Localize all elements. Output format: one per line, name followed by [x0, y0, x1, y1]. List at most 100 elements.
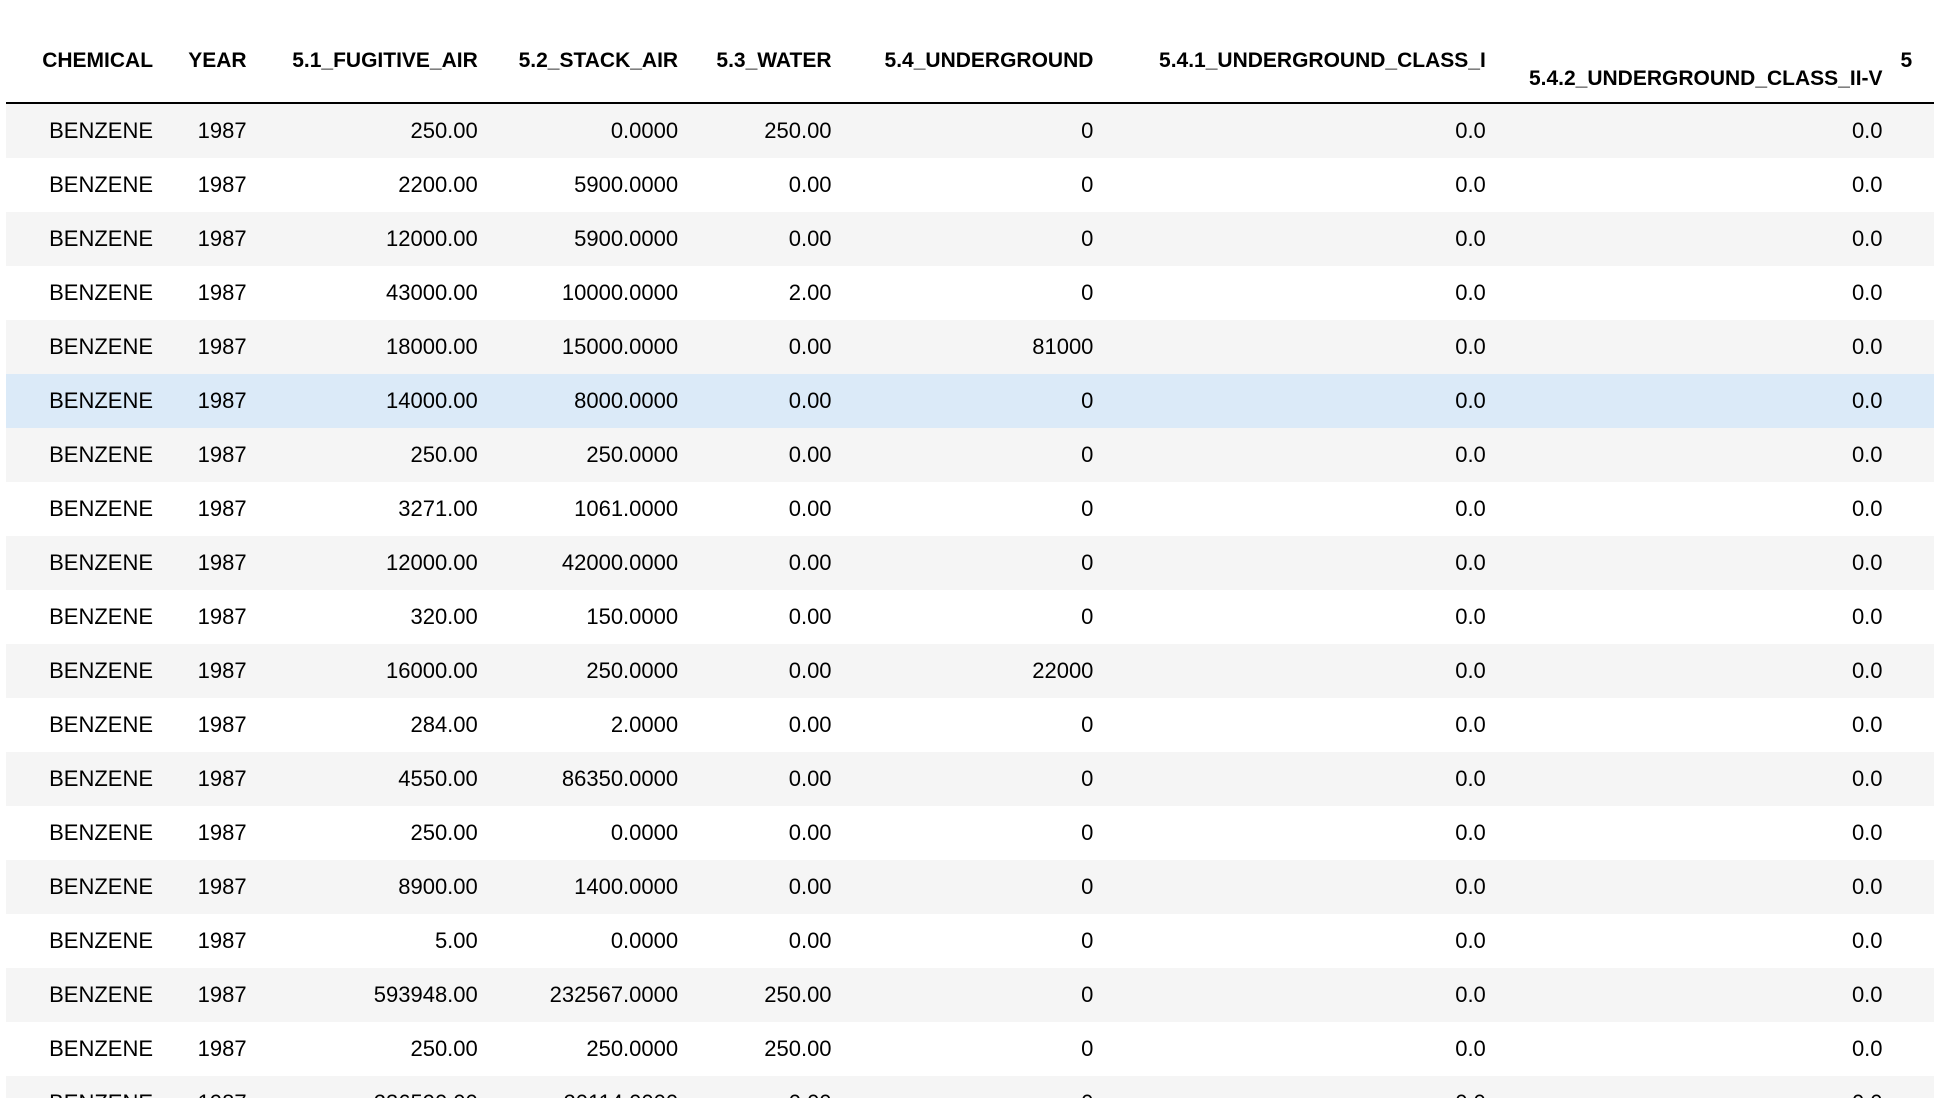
table-row[interactable]: BENZENE 1987 320.00 150.0000 0.00 0 0.0 0.0 — [6, 590, 1934, 644]
table-row[interactable]: BENZENE 1987 43000.00 10000.0000 2.00 0 0.0 0.0 — [6, 266, 1934, 320]
cell-chemical: BENZENE — [6, 374, 166, 428]
table-row[interactable]: BENZENE 1987 18000.00 15000.0000 0.00 81000 0.… — [6, 320, 1934, 374]
cell-chemical: BENZENE — [6, 698, 166, 752]
cell-stack-air: 0.0000 — [489, 103, 691, 158]
cell-fugitive-air: 43000.00 — [258, 266, 490, 320]
cell-truncated — [1894, 536, 1934, 590]
table-row[interactable]: BENZENE 1987 5.00 0.0000 0.00 0 0.0 0.0 — [6, 914, 1934, 968]
cell-water: 0.00 — [690, 212, 844, 266]
cell-stack-air: 0.0000 — [489, 806, 691, 860]
cell-fugitive-air: 3271.00 — [258, 482, 490, 536]
cell-underground-class-ii-v: 0.0 — [1497, 482, 1895, 536]
table-row[interactable]: BENZENE 1987 14000.00 8000.0000 0.00 0 0.0 0.0 — [6, 374, 1934, 428]
table-row[interactable]: BENZENE1987236590.0020114.00000.0000.00.… — [6, 1076, 1934, 1098]
cell-fugitive-air: 16000.00 — [258, 644, 490, 698]
cell-chemical: BENZENE — [6, 590, 166, 644]
cell-truncated — [1894, 212, 1934, 266]
table-row[interactable]: BENZENE 1987 3271.00 1061.0000 0.00 0 0.0 0.0 — [6, 482, 1934, 536]
cell-truncated — [1894, 320, 1934, 374]
cell-underground-class-ii-v: 0.0 — [1497, 266, 1895, 320]
cell-water: 250.00 — [690, 968, 844, 1022]
cell-underground: 0 — [843, 1076, 1106, 1098]
cell-year: 1987 — [165, 158, 259, 212]
cell-truncated — [1894, 968, 1934, 1022]
table-header: CHEMICAL YEAR 5.1_FUGITIVE_AIR 5.2_STACK… — [6, 0, 1934, 104]
cell-truncated — [1894, 644, 1934, 698]
cell-year: 1987 — [165, 752, 259, 806]
cell-underground-class-i: 0.0 — [1105, 536, 1498, 590]
cell-underground-class-ii-v: 0.0 — [1497, 752, 1895, 806]
cell-chemical: BENZENE — [6, 212, 166, 266]
cell-stack-air: 5900.0000 — [489, 158, 691, 212]
cell-underground-class-i: 0.0 — [1105, 428, 1498, 482]
cell-underground-class-ii-v: 0.0 — [1497, 1022, 1895, 1076]
table-row[interactable]: BENZENE 1987 8900.00 1400.0000 0.00 0 0.0 0.0 — [6, 860, 1934, 914]
cell-water: 0.00 — [690, 644, 844, 698]
table-row[interactable]: BENZENE 1987 2200.00 5900.0000 0.00 0 0.0 0.0 — [6, 158, 1934, 212]
cell-year: 1987 — [165, 914, 259, 968]
cell-stack-air: 250.0000 — [489, 428, 691, 482]
table-row[interactable]: BENZENE 1987 250.00 250.0000 0.00 0 0.0 0.0 — [6, 428, 1934, 482]
column-header-underground[interactable]: 5.4_UNDERGROUND — [843, 0, 1106, 104]
cell-year: 1987 — [165, 266, 259, 320]
cell-underground-class-i: 0.0 — [1105, 698, 1498, 752]
column-header-water[interactable]: 5.3_WATER — [690, 0, 844, 104]
cell-fugitive-air: 593948.00 — [258, 968, 490, 1022]
cell-underground: 0 — [843, 968, 1106, 1022]
cell-stack-air: 20114.0000 — [489, 1076, 691, 1098]
table-body: BENZENE 1987 250.00 0.0000 250.00 0 0.0 0.0 BENZ… — [6, 103, 1934, 1098]
cell-underground: 0 — [843, 698, 1106, 752]
table-row[interactable]: BENZENE 1987 12000.00 42000.0000 0.00 0 0.0 0.0 — [6, 536, 1934, 590]
table-row[interactable]: BENZENE 1987 4550.00 86350.0000 0.00 0 0.0 0.0 — [6, 752, 1934, 806]
cell-underground-class-i: 0.0 — [1105, 644, 1498, 698]
cell-underground: 0 — [843, 212, 1106, 266]
cell-underground-class-i: 0.0 — [1105, 266, 1498, 320]
cell-stack-air: 42000.0000 — [489, 536, 691, 590]
cell-year: 1987 — [165, 590, 259, 644]
cell-year: 1987 — [165, 1076, 259, 1098]
cell-underground-class-ii-v: 0.0 — [1497, 698, 1895, 752]
column-header-fugitive-air[interactable]: 5.1_FUGITIVE_AIR — [258, 0, 490, 104]
cell-truncated — [1894, 482, 1934, 536]
cell-chemical: BENZENE — [6, 320, 166, 374]
table-row[interactable]: BENZENE 1987 250.00 0.0000 0.00 0 0.0 0.0 — [6, 806, 1934, 860]
table-row[interactable]: BENZENE 1987 284.00 2.0000 0.00 0 0.0 0.0 — [6, 698, 1934, 752]
cell-year: 1987 — [165, 860, 259, 914]
cell-year: 1987 — [165, 374, 259, 428]
cell-year: 1987 — [165, 698, 259, 752]
cell-chemical: BENZENE — [6, 752, 166, 806]
cell-underground-class-i: 0.0 — [1105, 158, 1498, 212]
cell-stack-air: 86350.0000 — [489, 752, 691, 806]
cell-water: 0.00 — [690, 698, 844, 752]
table-row[interactable]: BENZENE 1987 250.00 0.0000 250.00 0 0.0 0.0 — [6, 103, 1934, 158]
cell-underground-class-ii-v: 0.0 — [1497, 968, 1895, 1022]
cell-water: 0.00 — [690, 374, 844, 428]
cell-fugitive-air: 12000.00 — [258, 212, 490, 266]
cell-stack-air: 250.0000 — [489, 1022, 691, 1076]
column-header-truncated[interactable]: 5 — [1894, 0, 1934, 104]
cell-underground: 0 — [843, 1022, 1106, 1076]
cell-water: 2.00 — [690, 266, 844, 320]
cell-underground-class-ii-v: 0.0 — [1497, 806, 1895, 860]
cell-underground: 22000 — [843, 644, 1106, 698]
cell-underground-class-i: 0.0 — [1105, 860, 1498, 914]
cell-fugitive-air: 236590.00 — [258, 1076, 490, 1098]
cell-stack-air: 5900.0000 — [489, 212, 691, 266]
cell-year: 1987 — [165, 428, 259, 482]
cell-fugitive-air: 2200.00 — [258, 158, 490, 212]
cell-water: 250.00 — [690, 103, 844, 158]
cell-underground: 0 — [843, 860, 1106, 914]
table-row[interactable]: BENZENE 1987 250.00 250.0000 250.00 0 0.0 0.0 — [6, 1022, 1934, 1076]
table-row[interactable]: BENZENE 1987 593948.00 232567.0000 250.00 0 0.… — [6, 968, 1934, 1022]
column-header-chemical[interactable]: CHEMICAL — [6, 0, 166, 104]
table-row[interactable]: BENZENE 1987 16000.00 250.0000 0.00 22000 0.0 0… — [6, 644, 1934, 698]
column-header-underground-class-i[interactable]: 5.4.1_UNDERGROUND_CLASS_I — [1105, 0, 1498, 104]
table-row[interactable]: BENZENE 1987 12000.00 5900.0000 0.00 0 0.0 0.0 — [6, 212, 1934, 266]
cell-stack-air: 250.0000 — [489, 644, 691, 698]
column-header-year[interactable]: YEAR — [165, 0, 259, 104]
column-header-stack-air[interactable]: 5.2_STACK_AIR — [489, 0, 691, 104]
cell-water: 0.00 — [690, 158, 844, 212]
cell-chemical: BENZENE — [6, 1076, 166, 1098]
column-header-underground-class-ii-v[interactable]: 5.4.2_UNDERGROUND_CLASS_II-V — [1497, 0, 1895, 104]
